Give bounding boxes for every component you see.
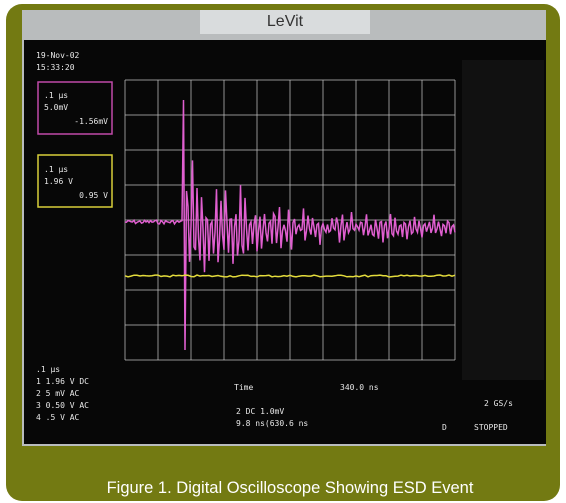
- mode-letter: D: [442, 423, 447, 432]
- date: 19-Nov-02: [36, 51, 80, 60]
- channel-setting: .1 μs: [36, 365, 60, 374]
- ch1-line: .1 μs: [44, 165, 68, 174]
- measure: 9.8 ns(630.6 ns: [236, 419, 308, 428]
- ch2-line: 5.0mV: [44, 103, 68, 112]
- side-panel: [462, 60, 544, 380]
- ch1-line: 1.96 V: [44, 177, 73, 186]
- ch2-line: .1 μs: [44, 91, 68, 100]
- timebase-value: 340.0 ns: [340, 383, 379, 392]
- timebase-label: Time: [234, 383, 253, 392]
- status: STOPPED: [474, 423, 508, 432]
- sample-rate: 2 GS/s: [484, 399, 513, 408]
- figure: LeVit 19-Nov-02 15:33:20 .1 μs 5.0mV -1.…: [0, 0, 566, 503]
- time: 15:33:20: [36, 63, 75, 72]
- caption: Figure 1. Digital Oscilloscope Showing E…: [107, 479, 474, 497]
- ch2-line: -1.56mV: [74, 117, 108, 126]
- channel-setting: 3 0.50 V AC: [36, 401, 89, 410]
- brand-label: LeVit: [267, 13, 304, 30]
- trigger: 2 DC 1.0mV: [236, 407, 284, 416]
- channel-setting: 2 5 mV AC: [36, 389, 80, 398]
- ch1-line: 0.95 V: [79, 191, 108, 200]
- channel-setting: 4 .5 V AC: [36, 413, 80, 422]
- channel-setting: 1 1.96 V DC: [36, 377, 89, 386]
